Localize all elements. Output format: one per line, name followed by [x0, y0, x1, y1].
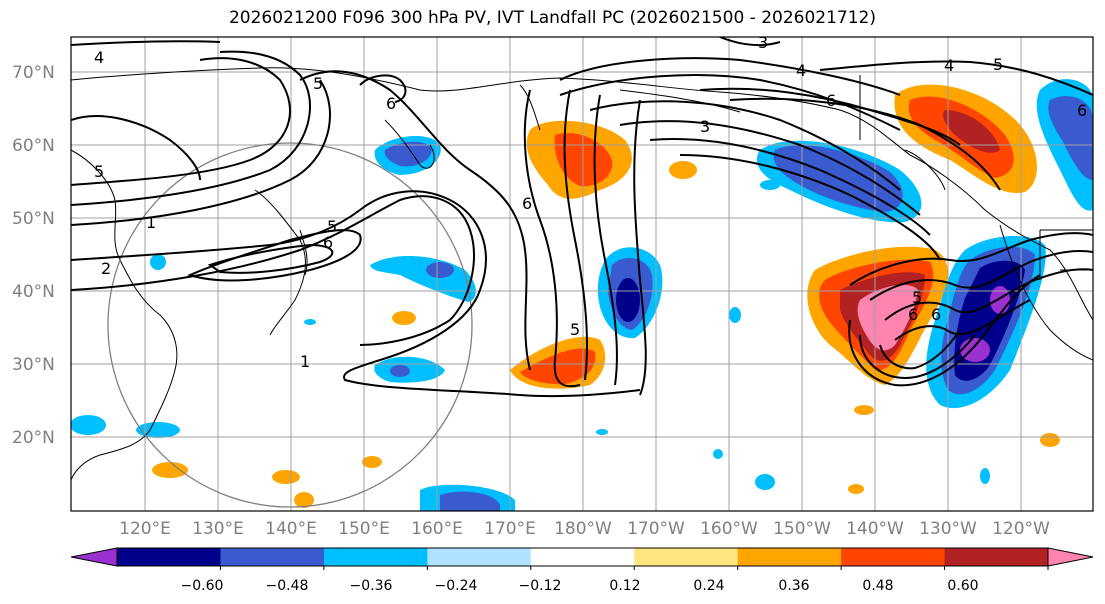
contour-label: 5: [993, 55, 1003, 74]
lat-label: 40°N: [12, 282, 55, 302]
colorbar-segment: [530, 548, 635, 566]
lon-label: 150°E: [338, 519, 390, 539]
contour-label: 5: [912, 288, 922, 307]
contour-label: 6: [826, 91, 836, 110]
lat-label: 50°N: [12, 209, 55, 229]
contour-label: 3: [700, 117, 710, 136]
contour-label: 3: [758, 33, 768, 52]
lat-label: 20°N: [12, 428, 55, 448]
contour-label: 1: [300, 352, 310, 371]
colorbar-tick-label: −0.24: [435, 578, 478, 594]
contour-label: 6: [908, 305, 918, 324]
colorbar-tick-label: −0.12: [519, 578, 562, 594]
contour-labels: 4 5 6 3 4 6 5 4 5 6 6 1 2 5 6 1 6 6 5 5 …: [94, 33, 1087, 371]
colorbar-tick-label: −0.48: [266, 578, 309, 594]
lon-label: 160°W: [700, 519, 758, 539]
coastlines: [71, 67, 1093, 481]
longitude-labels: 120°E 130°E 140°E 150°E 160°E 170°E 180°…: [119, 519, 1050, 539]
colorbar-segment: [737, 548, 842, 566]
contour-label: 1: [146, 213, 156, 232]
colorbar-segment: [220, 548, 325, 566]
colorbar: [70, 547, 1094, 570]
colorbar-segment: [944, 548, 1049, 566]
colorbar-tick-label: 0.48: [862, 578, 893, 594]
contour-label: 2: [101, 259, 111, 278]
colorbar-segment: [841, 548, 946, 566]
lon-label: 150°W: [773, 519, 831, 539]
lon-label: 160°E: [411, 519, 463, 539]
lon-label: 170°E: [484, 519, 536, 539]
contour-label: 5: [570, 320, 580, 339]
colorbar-segment: [427, 548, 532, 566]
colorbar-ticks: −0.60 −0.48 −0.36 −0.24 −0.12 0.12 0.24 …: [181, 578, 979, 594]
map-frame: [70, 36, 1094, 512]
contour-label: 6: [1077, 101, 1087, 120]
colorbar-tick-label: 0.12: [609, 578, 640, 594]
lat-label: 70°N: [12, 63, 55, 83]
lon-label: 180°W: [554, 519, 612, 539]
lon-label: 170°W: [627, 519, 685, 539]
colorbar-tick-label: −0.36: [350, 578, 393, 594]
colorbar-segment: [323, 548, 428, 566]
latitude-labels: 70°N 60°N 50°N 40°N 30°N 20°N: [12, 63, 55, 448]
lon-label: 120°W: [992, 519, 1050, 539]
contour-label: 6: [386, 94, 396, 113]
contour-label: 5: [94, 162, 104, 181]
colorbar-tick-label: −0.60: [181, 578, 224, 594]
lon-label: 140°E: [265, 519, 317, 539]
lon-label: 120°E: [119, 519, 171, 539]
contour-label: 4: [796, 61, 806, 80]
contour-label: 6: [931, 305, 941, 324]
map-title: 2026021200 F096 300 hPa PV, IVT Landfall…: [228, 8, 876, 28]
colorbar-segment: [117, 548, 221, 566]
colorbar-tick-label: 0.24: [693, 578, 724, 594]
ivt-shading: [71, 79, 1093, 511]
lat-label: 30°N: [12, 355, 55, 375]
contour-label: 6: [323, 233, 333, 252]
colorbar-extend-min: [70, 547, 118, 567]
contour-label: 4: [94, 48, 104, 67]
colorbar-tick-label: 0.60: [947, 578, 978, 594]
colorbar-extend-max: [1047, 547, 1094, 567]
colorbar-tick-label: 0.36: [778, 578, 809, 594]
lon-label: 130°W: [919, 519, 977, 539]
contour-label: 4: [944, 56, 954, 75]
pv-contours: [71, 37, 1093, 398]
contour-label: 6: [522, 194, 532, 213]
graticule: [71, 37, 1093, 511]
lon-label: 140°W: [846, 519, 904, 539]
contour-label: 5: [313, 74, 323, 93]
lat-label: 60°N: [12, 136, 55, 156]
reference-circle: [107, 142, 473, 508]
lon-label: 130°E: [192, 519, 244, 539]
contour-label: 5: [327, 217, 337, 236]
colorbar-frame: [116, 547, 1049, 567]
colorbar-segment: [634, 548, 739, 566]
